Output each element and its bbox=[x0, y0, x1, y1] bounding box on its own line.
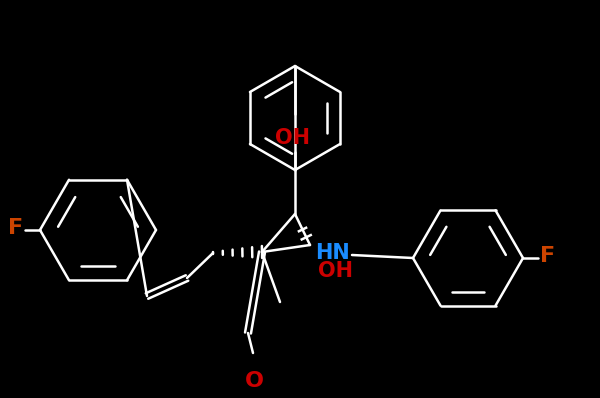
Text: F: F bbox=[540, 246, 555, 266]
Text: HN: HN bbox=[315, 243, 350, 263]
Text: F: F bbox=[8, 218, 23, 238]
Text: OH: OH bbox=[318, 261, 353, 281]
Text: OH: OH bbox=[275, 128, 310, 148]
Text: O: O bbox=[245, 371, 263, 391]
